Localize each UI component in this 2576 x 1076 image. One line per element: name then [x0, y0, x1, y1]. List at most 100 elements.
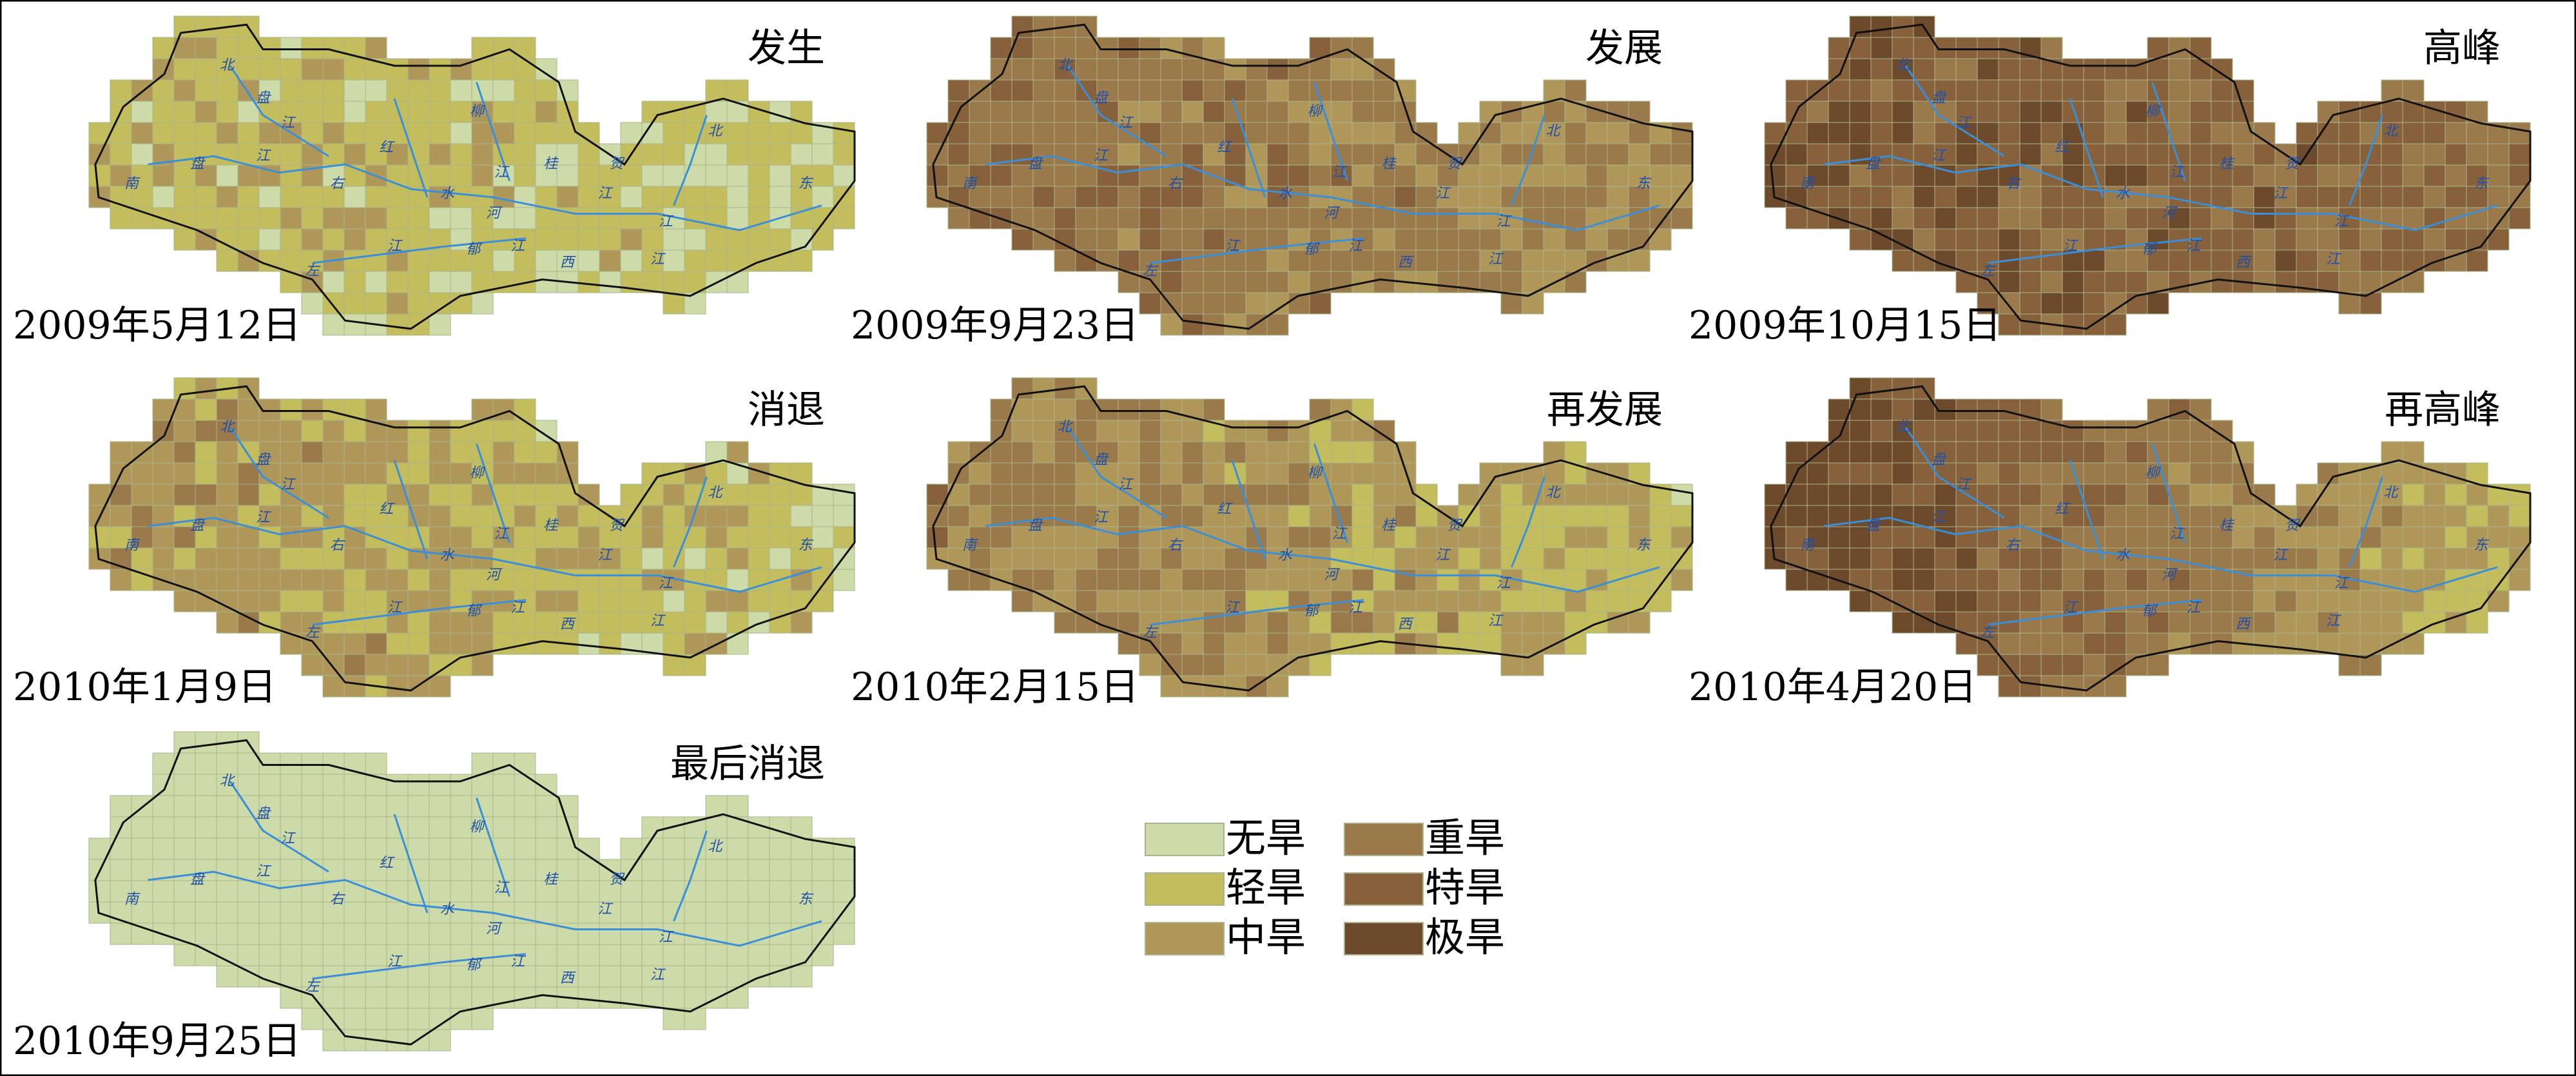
- grid-cell: [1054, 249, 1076, 272]
- grid-cell: [1288, 569, 1310, 591]
- grid-cell: [1564, 79, 1587, 102]
- grid-cell: [1160, 207, 1183, 230]
- grid-cell: [1892, 526, 1914, 549]
- grid-cell: [237, 505, 260, 527]
- grid-cell: [471, 1008, 494, 1030]
- grid-cell: [514, 58, 536, 81]
- grid-cell: [1913, 590, 1935, 612]
- grid-cell: [2104, 313, 2127, 336]
- grid-cell: [1330, 249, 1353, 272]
- grid-cell: [833, 484, 855, 506]
- grid-cell: [195, 420, 217, 442]
- grid-cell: [577, 249, 600, 272]
- grid-cell: [216, 569, 238, 591]
- grid-cell: [237, 774, 260, 796]
- grid-cell: [1585, 547, 1608, 570]
- grid-cell: [1054, 420, 1076, 442]
- basin-boundary: [94, 23, 856, 330]
- grid-cell: [2445, 462, 2467, 485]
- grid-cell: [1245, 632, 1268, 655]
- grid-cell: [2019, 569, 2042, 591]
- grid-cell: [1479, 207, 1502, 230]
- grid-cell: [1585, 484, 1608, 506]
- grid-cell: [514, 505, 536, 527]
- grid-cell: [280, 37, 302, 59]
- grid-cell: [1203, 654, 1225, 676]
- grid-cell: [173, 944, 196, 966]
- grid-cell: [1806, 143, 1829, 166]
- grid-cell: [280, 398, 302, 421]
- grid-cell: [1245, 249, 1268, 272]
- grid-cell: [280, 207, 302, 230]
- grid-cell: [1913, 37, 1935, 59]
- grid-cell: [2040, 292, 2063, 315]
- grid-cell: [450, 143, 472, 166]
- grid-cell: [1479, 186, 1502, 208]
- grid-cell: [492, 880, 515, 903]
- grid-cell: [1479, 547, 1502, 570]
- grid-cell: [1118, 228, 1140, 251]
- grid-cell: [1564, 590, 1587, 612]
- grid-cell: [1785, 441, 1808, 464]
- grid-cell: [1075, 590, 1098, 612]
- grid-cell: [1118, 569, 1140, 591]
- grid-cell: [1955, 590, 1978, 612]
- grid-cell: [1309, 58, 1332, 81]
- grid-cell: [450, 122, 472, 144]
- grid-cell: [1245, 207, 1268, 230]
- grid-cell: [1351, 484, 1374, 506]
- grid-cell: [969, 547, 991, 570]
- grid-cell: [2466, 101, 2488, 123]
- grid-cell: [492, 101, 515, 123]
- grid-cell: [1394, 462, 1417, 485]
- grid-cell: [1181, 420, 1204, 442]
- grid-cell: [429, 462, 451, 485]
- grid-cell: [1351, 122, 1374, 144]
- grid-cell: [407, 590, 430, 612]
- grid-cell: [2083, 590, 2106, 612]
- grid-cell: [1998, 122, 2020, 144]
- grid-cell: [2104, 484, 2127, 506]
- grid-cell: [1849, 420, 1872, 442]
- grid-cell: [790, 122, 813, 144]
- grid-cell: [344, 859, 366, 881]
- grid-cell: [1870, 207, 1893, 230]
- grid-cell: [1224, 632, 1246, 655]
- grid-cell: [577, 611, 600, 634]
- grid-cell: [2253, 547, 2276, 570]
- grid-cell: [1032, 228, 1055, 251]
- map-label: 盘: [190, 156, 206, 172]
- grid-cell: [1373, 590, 1395, 612]
- map-label: 南: [124, 176, 140, 192]
- grid-cell: [2083, 441, 2106, 464]
- grid-cell: [1288, 207, 1310, 230]
- grid-cell: [237, 611, 260, 634]
- grid-cell: [1181, 58, 1204, 81]
- grid-cell: [237, 859, 260, 881]
- map-label: 江: [650, 613, 666, 629]
- grid-cell: [344, 986, 366, 1009]
- grid-cell: [1351, 569, 1374, 591]
- grid-cell: [1394, 484, 1417, 506]
- grid-cell: [1977, 590, 1999, 612]
- grid-cell: [1671, 164, 1693, 187]
- grid-cell: [450, 79, 472, 102]
- grid-cell: [1955, 526, 1978, 549]
- grid-cell: [2423, 164, 2446, 187]
- grid-cell: [769, 164, 791, 187]
- grid-cell: [969, 164, 991, 187]
- grid-cell: [407, 569, 430, 591]
- grid-cell: [1011, 526, 1034, 549]
- grid-cell: [2317, 462, 2339, 485]
- grid-cell: [663, 632, 685, 655]
- grid-cell: [790, 228, 813, 251]
- grid-cell: [2466, 484, 2488, 506]
- grid-cell: [535, 249, 557, 272]
- map-label: 盘: [1028, 156, 1044, 172]
- grid-cell: [429, 986, 451, 1009]
- grid-cell: [990, 58, 1012, 81]
- grid-cell: [2147, 292, 2169, 315]
- grid-cell: [2466, 143, 2488, 166]
- date-label: 2010年2月15日: [851, 665, 1139, 710]
- grid-cell: [1955, 398, 1978, 421]
